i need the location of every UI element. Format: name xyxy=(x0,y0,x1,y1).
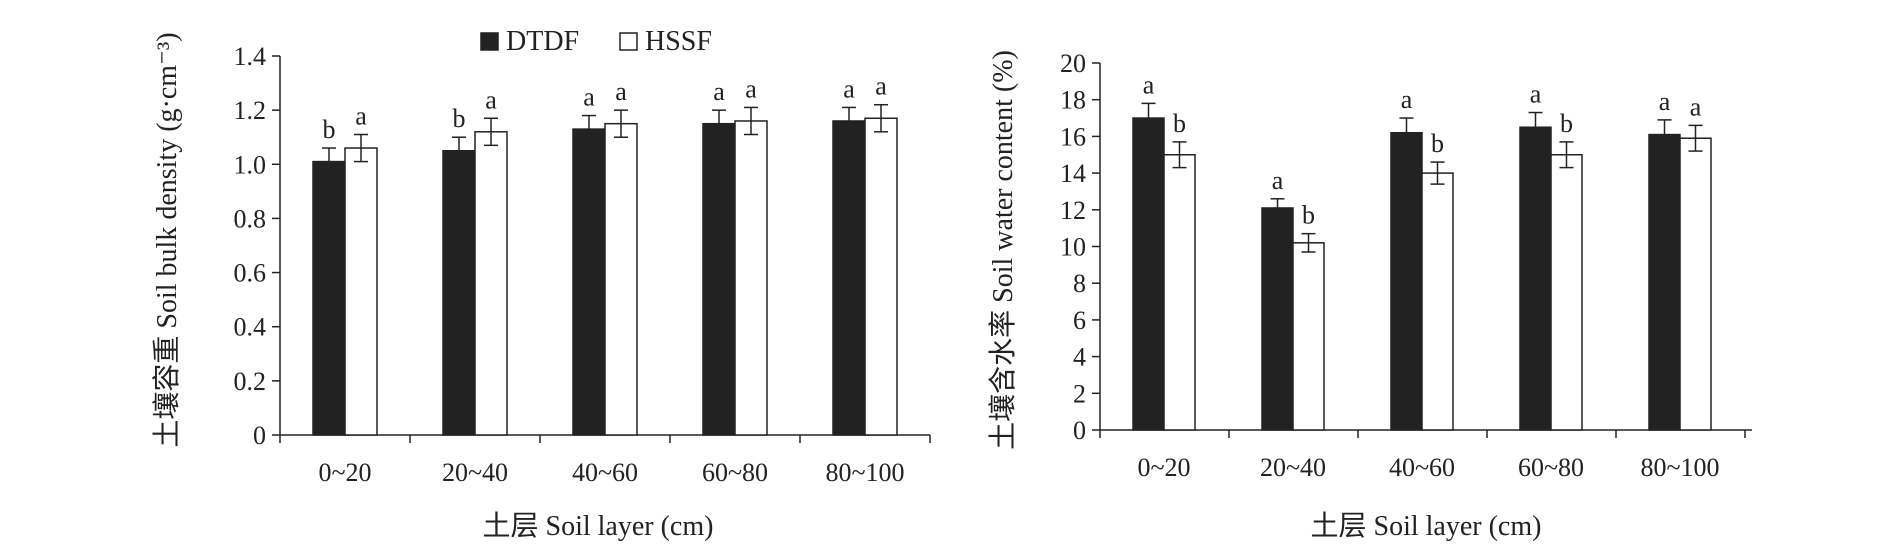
left-significance-label: a xyxy=(485,85,497,114)
right-bar-dtdf xyxy=(1132,117,1165,431)
right-y-tick-label: 4 xyxy=(1073,343,1086,372)
right-bar-dtdf xyxy=(1390,131,1423,431)
left-y-tick-label: 1.4 xyxy=(234,42,267,71)
left-y-tick-label: 1.0 xyxy=(234,150,267,179)
legend-swatch-hssf xyxy=(619,32,638,51)
right-significance-label: a xyxy=(1272,166,1284,195)
left-bar-dtdf xyxy=(832,120,866,436)
left-bar-dtdf xyxy=(312,160,346,436)
water-content-chart: 土壤含水率 Soil water content (%) 土层 Soil lay… xyxy=(987,49,1752,542)
right-y-tick-label: 2 xyxy=(1073,379,1086,408)
bulk-density-chart: 土壤容重 Soil bulk density (g·cm⁻³) 土层 Soil … xyxy=(151,32,931,542)
left-bar-hssf xyxy=(734,120,768,436)
right-significance-label: a xyxy=(1143,70,1155,99)
left-y-axis-title: 土壤容重 Soil bulk density (g·cm⁻³) xyxy=(151,32,183,447)
right-bar-hssf xyxy=(1163,154,1196,431)
left-bar-hssf xyxy=(474,131,508,436)
left-significance-label: a xyxy=(713,77,725,106)
right-y-tick-label: 14 xyxy=(1060,159,1086,188)
left-y-tick-label: 0.2 xyxy=(234,367,267,396)
legend-label-hssf: HSSF xyxy=(645,26,712,57)
right-significance-label: b xyxy=(1431,129,1444,158)
right-significance-label: a xyxy=(1530,80,1542,109)
left-y-tick-label: 0.6 xyxy=(234,259,267,288)
right-significance-label: b xyxy=(1173,109,1186,138)
left-significance-label: a xyxy=(875,72,887,101)
left-bar-dtdf xyxy=(702,122,736,436)
left-bar-hssf xyxy=(604,122,638,436)
right-bar-hssf xyxy=(1550,154,1583,431)
right-significance-label: a xyxy=(1401,85,1413,114)
right-y-tick-label: 16 xyxy=(1060,122,1086,151)
left-significance-label: a xyxy=(843,74,855,103)
right-bar-hssf xyxy=(1421,172,1454,431)
legend-label-dtdf: DTDF xyxy=(506,26,579,57)
right-bar-hssf xyxy=(1679,137,1712,431)
left-x-category-label: 40~60 xyxy=(572,458,638,487)
left-x-category-label: 60~80 xyxy=(702,458,768,487)
left-x-category-label: 0~20 xyxy=(318,458,371,487)
left-y-tick-label: 0.8 xyxy=(234,204,267,233)
right-x-category-label: 40~60 xyxy=(1389,453,1455,482)
right-y-tick-label: 12 xyxy=(1060,196,1086,225)
right-y-tick-label: 20 xyxy=(1060,49,1086,78)
right-x-category-label: 20~40 xyxy=(1260,453,1326,482)
left-significance-label: b xyxy=(453,104,466,133)
right-y-tick-label: 0 xyxy=(1073,416,1086,445)
right-significance-label: a xyxy=(1659,87,1671,116)
left-x-category-label: 20~40 xyxy=(442,458,508,487)
left-significance-label: a xyxy=(615,77,627,106)
left-y-tick-label: 0.4 xyxy=(234,313,267,342)
left-x-axis-title: 土层 Soil layer (cm) xyxy=(483,510,714,542)
left-y-tick-label: 0 xyxy=(253,421,266,450)
left-bar-hssf xyxy=(864,117,898,436)
left-x-category-label: 80~100 xyxy=(825,458,904,487)
left-bar-hssf xyxy=(344,147,378,436)
right-y-tick-label: 10 xyxy=(1060,233,1086,262)
right-bar-dtdf xyxy=(1519,126,1552,431)
right-y-tick-label: 8 xyxy=(1073,269,1086,298)
left-y-tick-label: 1.2 xyxy=(234,96,267,125)
legend: DTDF HSSF xyxy=(480,26,712,57)
right-y-tick-label: 18 xyxy=(1060,86,1086,115)
right-significance-label: b xyxy=(1302,201,1315,230)
right-x-category-label: 80~100 xyxy=(1640,453,1719,482)
left-significance-label: b xyxy=(323,115,336,144)
right-x-category-label: 60~80 xyxy=(1518,453,1584,482)
right-y-axis-title: 土壤含水率 Soil water content (%) xyxy=(987,50,1019,450)
left-bar-dtdf xyxy=(572,128,606,436)
left-significance-label: a xyxy=(745,74,757,103)
right-bar-hssf xyxy=(1292,242,1325,431)
right-x-axis-title: 土层 Soil layer (cm) xyxy=(1311,510,1542,542)
legend-swatch-dtdf xyxy=(480,32,499,51)
right-bar-dtdf xyxy=(1261,207,1294,431)
right-significance-label: b xyxy=(1560,109,1573,138)
left-bar-dtdf xyxy=(442,150,476,436)
left-significance-label: a xyxy=(355,102,367,131)
right-bar-dtdf xyxy=(1648,133,1681,431)
right-significance-label: a xyxy=(1690,92,1702,121)
right-x-category-label: 0~20 xyxy=(1137,453,1190,482)
right-y-tick-label: 6 xyxy=(1073,306,1086,335)
left-significance-label: a xyxy=(583,83,595,112)
